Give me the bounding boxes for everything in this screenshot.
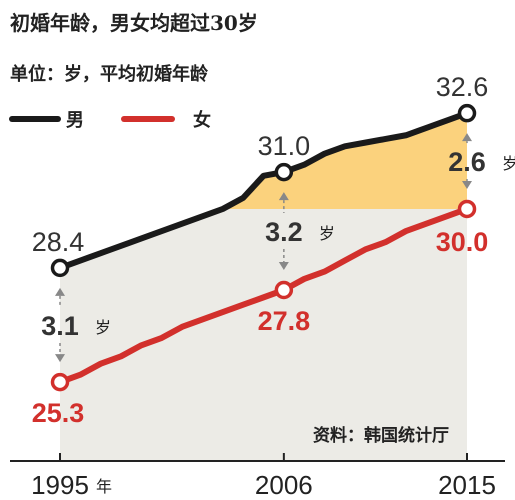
marker-male-1995 — [50, 258, 70, 278]
gap-value-2006: 3.2 — [265, 217, 303, 247]
x-axis-ticks: 1995 年 2006 2015 — [31, 453, 496, 500]
data-label-female-1995: 25.3 — [32, 398, 85, 428]
gap-arrow-2015-head-up — [462, 133, 472, 142]
marker-female-2015 — [457, 199, 477, 219]
chart-title: 初婚年龄，男女均超过30岁 — [10, 11, 258, 35]
gap-arrow-1995-head-up — [55, 287, 65, 296]
data-label-female-2006: 27.8 — [258, 306, 311, 336]
marker-female-1995 — [50, 372, 70, 392]
gap-arrow-2006 — [278, 192, 289, 270]
legend-male-label: 男 — [66, 110, 84, 131]
marker-female-2006 — [274, 280, 294, 300]
gap-unit-1995: 岁 — [95, 318, 111, 337]
gap-arrow-2006-head-up — [278, 192, 289, 201]
x-tick-label-2015: 2015 — [438, 470, 496, 500]
data-label-male-2015: 32.6 — [436, 72, 489, 102]
legend: 男 女 — [9, 109, 211, 131]
gap-unit-2015: 岁 — [502, 154, 515, 173]
series-line-male — [57, 110, 470, 271]
gap-arrow-1995 — [55, 287, 65, 363]
marker-male-2015 — [457, 103, 477, 123]
gap-arrow-2015-head-down — [462, 180, 472, 189]
gap-arrow-2006-head-down — [278, 262, 289, 270]
x-tick-label-2006: 2006 — [255, 470, 313, 500]
chart-subtitle: 单位：岁，平均初婚年龄 — [10, 63, 209, 85]
gap-arrow-1995-head-down — [55, 354, 65, 363]
gap-unit-2006: 岁 — [319, 224, 335, 243]
gap-arrow-2015 — [462, 133, 472, 189]
data-label-male-1995: 28.4 — [32, 227, 85, 257]
marker-male-2006 — [274, 162, 294, 182]
source-note: 资料：韩国统计厅 — [313, 425, 449, 446]
x-tick-label-1995: 1995 — [31, 470, 89, 500]
x-tick-year-suffix: 年 — [96, 477, 112, 496]
data-label-female-2015: 30.0 — [436, 227, 489, 257]
gap-value-1995: 3.1 — [41, 311, 79, 341]
series-line-female — [57, 205, 470, 386]
data-label-male-2006: 31.0 — [258, 131, 311, 161]
legend-female-label: 女 — [193, 109, 211, 131]
plot-area: 3.1 岁 3.2 岁 2.6 岁 28.4 31.0 32.6 25.3 27.8 30.0 — [32, 72, 515, 461]
gap-value-2015: 2.6 — [448, 147, 486, 177]
